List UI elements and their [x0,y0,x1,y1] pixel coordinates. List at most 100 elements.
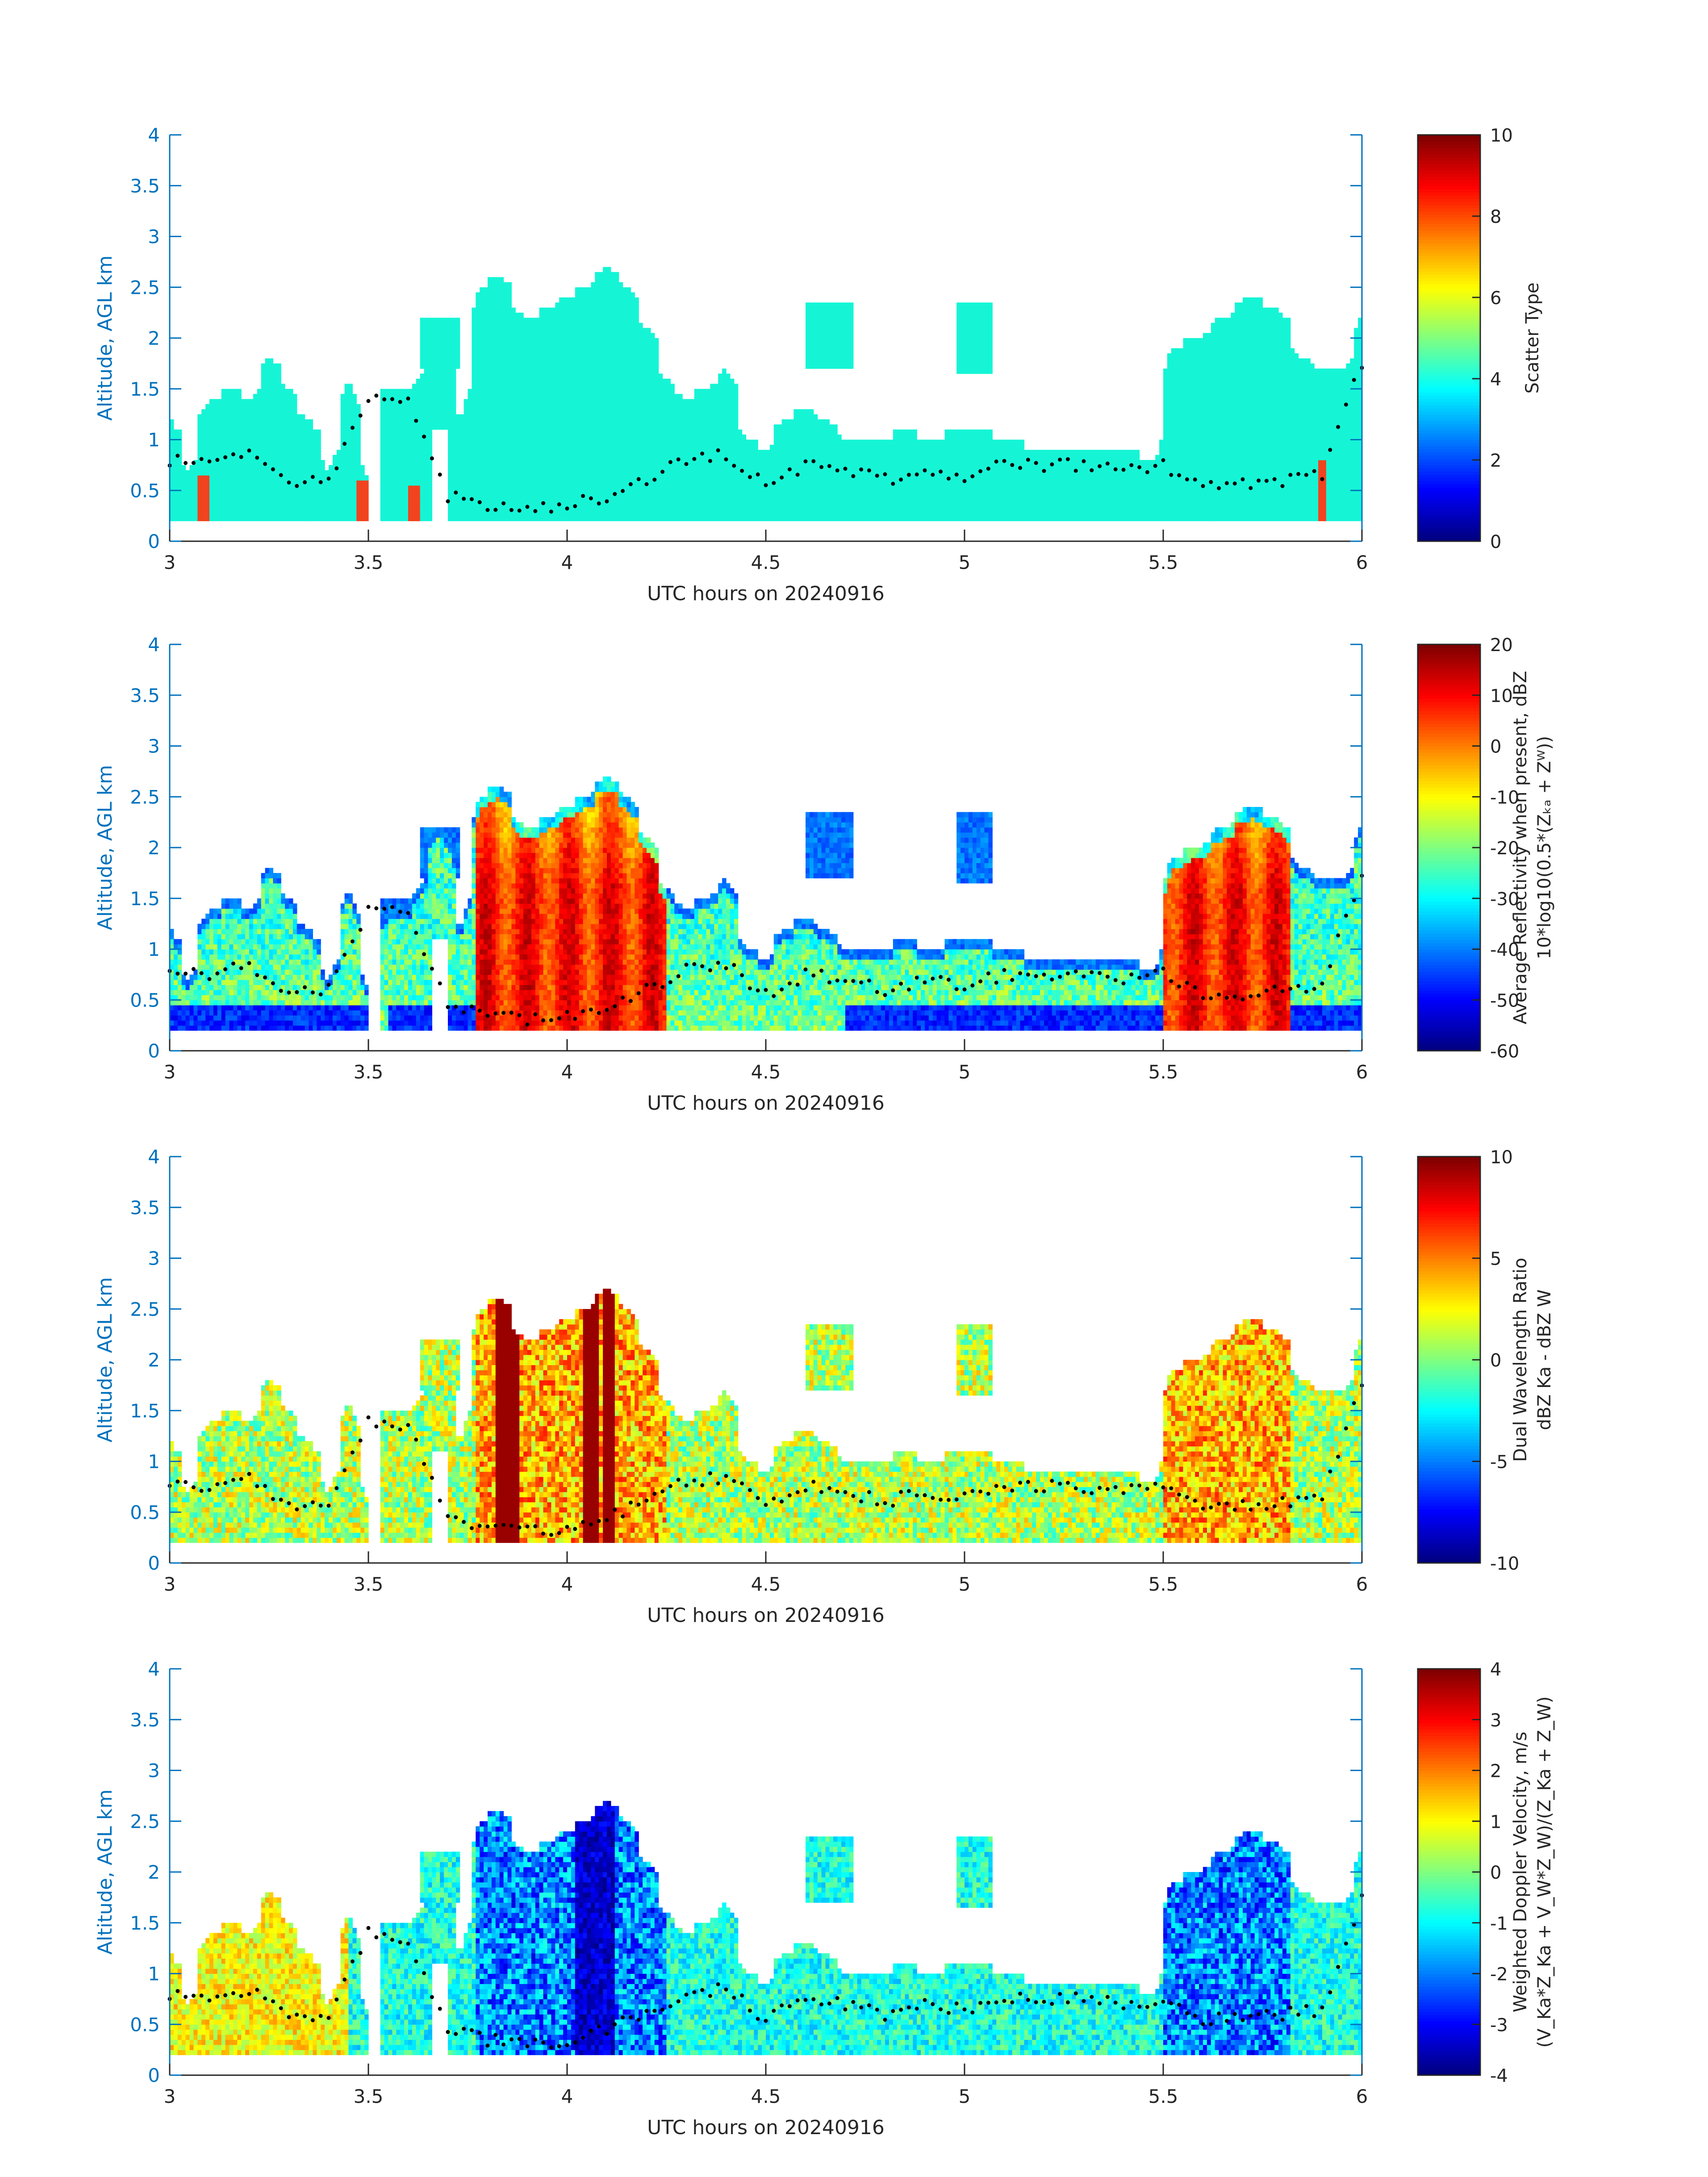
heatmap-cell [706,429,710,435]
heatmap-cell [650,475,655,481]
heatmap-cell [519,506,524,511]
heatmap-cell [499,394,504,400]
heatmap-cell [344,490,349,496]
heatmap-cell [607,272,611,278]
heatmap-cell [380,516,385,522]
heatmap-cell [718,414,722,420]
heatmap-cell [706,460,710,465]
heatmap-cell [503,313,508,318]
heatmap-cell [603,287,607,293]
heatmap-cell [511,379,516,384]
heatmap-cell [448,450,452,455]
heatmap-cell [455,322,460,328]
heatmap-cell [817,506,822,511]
heatmap-cell [583,348,588,354]
heatmap-cell [261,368,266,374]
heatmap-cell [289,435,293,440]
heatmap-cell [567,404,572,409]
heatmap-cell [674,460,679,465]
heatmap-cell [499,399,504,405]
heatmap-cell [484,307,488,313]
heatmap-cell [448,409,452,415]
heatmap-cell [484,328,488,334]
heatmap-cell [551,495,555,501]
heatmap-cell [503,358,508,364]
heatmap-cell [503,399,508,405]
heatmap-cell [380,419,385,425]
heatmap-cell [599,419,603,425]
heatmap-cell [809,353,814,359]
heatmap-cell [396,495,401,501]
heatmap-cell [845,470,850,476]
heatmap-cell [626,363,631,369]
heatmap-cell [555,435,560,440]
heatmap-cell [523,501,528,506]
heatmap-cell [837,501,842,506]
heatmap-cell [400,470,405,476]
heatmap-cell [301,419,305,425]
heatmap-cell [809,363,814,369]
heatmap-cell [296,495,301,501]
heatmap-cell [543,419,548,425]
heatmap-cell [603,343,607,349]
heatmap-cell [798,460,802,465]
heatmap-cell [551,506,555,511]
heatmap-cell [173,450,178,455]
heatmap-cell [464,510,468,516]
heatmap-cell [249,399,254,405]
heatmap-cell [706,394,710,400]
heatmap-cell [424,424,429,430]
heatmap-cell [472,348,476,354]
heatmap-cell [416,429,421,435]
heatmap-cell [658,435,663,440]
heatmap-cell [607,368,611,374]
heatmap-cell [340,516,345,522]
heatmap-cell [567,424,572,430]
heatmap-cell [567,379,572,384]
heatmap-cell [694,485,699,491]
heatmap-cell [686,465,691,471]
heatmap-cell [706,424,710,430]
heatmap-cell [515,363,520,369]
heatmap-cell [702,450,707,455]
heatmap-cell [658,516,663,522]
heatmap-cell [527,409,532,415]
heatmap-cell [702,460,707,465]
heatmap-cell [639,475,643,481]
heatmap-cell [718,470,722,476]
heatmap-cell [690,506,695,511]
heatmap-cell [332,506,337,511]
heatmap-cell [523,409,528,415]
heatmap-cell [177,516,182,522]
heatmap-cell [289,510,293,516]
heatmap-cell [225,490,230,496]
heatmap-cell [225,450,230,455]
heatmap-cell [841,338,846,343]
heatmap-cell [301,516,305,522]
heatmap-cell [480,424,484,430]
heatmap-cell [710,455,714,460]
heatmap-cell [750,495,754,501]
heatmap-cell [332,490,337,496]
heatmap-cell [531,318,536,323]
heatmap-cell [201,414,206,420]
heatmap-cell [809,485,814,491]
heatmap-cell [714,394,718,400]
heatmap-cell [348,409,353,415]
heatmap-cell [400,424,405,430]
heatmap-cell [396,510,401,516]
heatmap-cell [507,506,512,511]
heatmap-cell [607,389,611,394]
heatmap-cell [674,490,679,496]
heatmap-cell [495,501,500,506]
heatmap-cell [507,358,512,364]
heatmap-cell [690,444,695,450]
heatmap-cell [468,455,472,460]
heatmap-cell [428,384,432,389]
heatmap-cell [607,485,611,491]
heatmap-cell [313,495,317,501]
heatmap-cell [360,516,365,522]
heatmap-cell [599,490,603,496]
heatmap-cell [507,475,512,481]
heatmap-cell [622,495,627,501]
